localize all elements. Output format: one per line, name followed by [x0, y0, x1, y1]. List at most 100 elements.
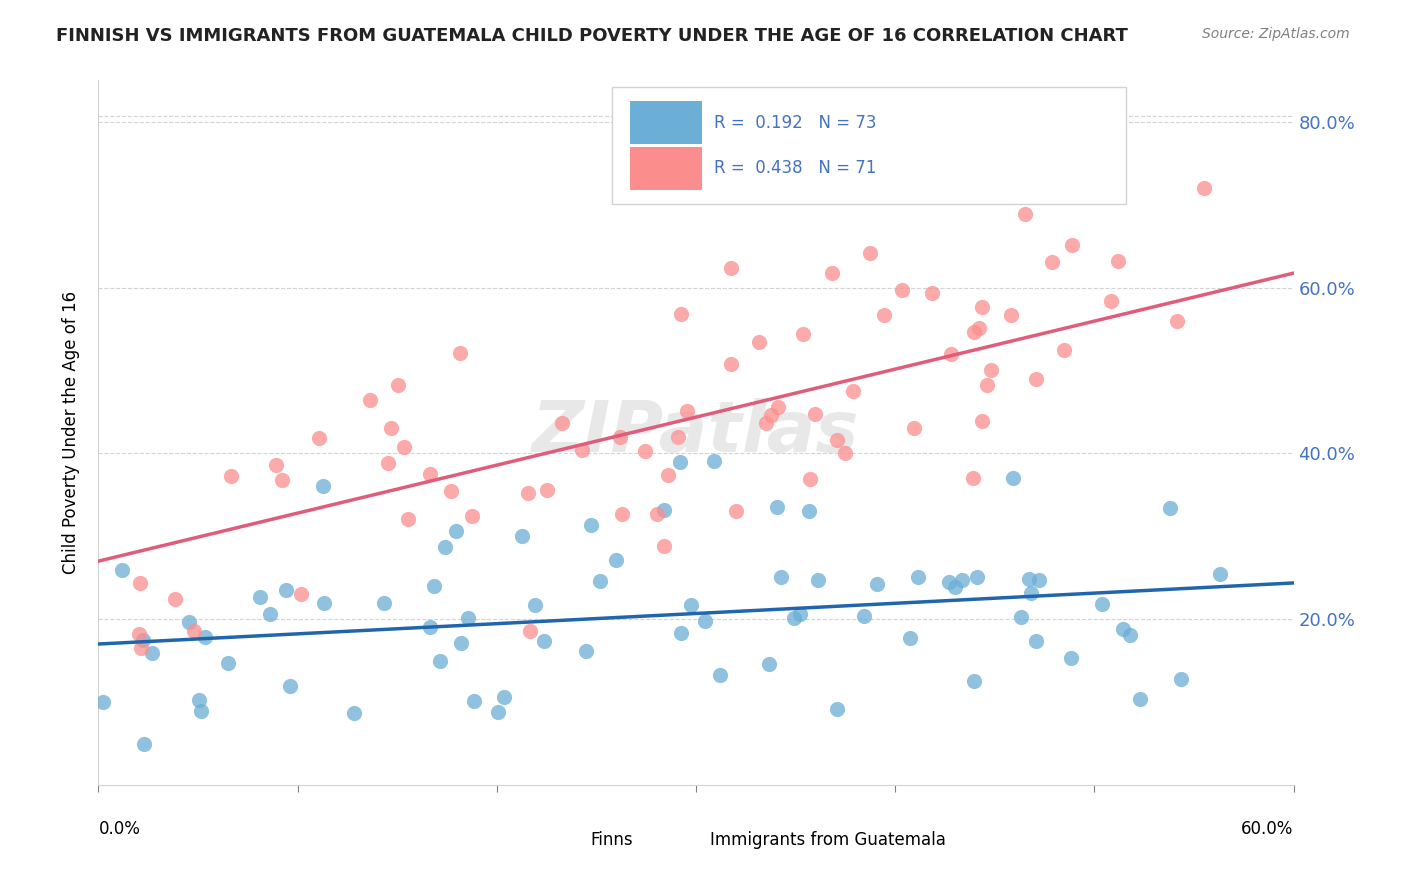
Point [821, 266, 844, 280]
Point [312, 479, 335, 493]
Point [1018, 572, 1040, 586]
Text: R =  0.438   N = 71: R = 0.438 N = 71 [714, 160, 876, 178]
Point [709, 667, 731, 681]
Point [1209, 566, 1232, 581]
Point [457, 611, 479, 625]
Point [1170, 672, 1192, 686]
Point [962, 471, 984, 485]
Text: 60.0%: 60.0% [1241, 821, 1294, 838]
Point [720, 261, 742, 276]
Point [891, 283, 914, 297]
Text: R =  0.192   N = 73: R = 0.192 N = 73 [714, 113, 876, 131]
Point [827, 433, 849, 447]
Point [429, 654, 451, 668]
Point [789, 607, 811, 621]
Point [807, 573, 830, 587]
Point [290, 587, 312, 601]
Point [492, 690, 515, 704]
Point [759, 408, 782, 422]
Y-axis label: Child Poverty Under the Age of 16: Child Poverty Under the Age of 16 [62, 291, 80, 574]
Point [387, 378, 409, 392]
Point [396, 511, 419, 525]
Point [748, 334, 770, 349]
Point [111, 563, 134, 577]
Point [1025, 633, 1047, 648]
Point [517, 485, 540, 500]
Point [589, 574, 612, 589]
Point [434, 540, 457, 554]
FancyBboxPatch shape [547, 827, 589, 852]
Point [579, 518, 602, 533]
Point [536, 483, 558, 497]
Point [903, 421, 925, 435]
Point [440, 484, 463, 499]
Point [264, 458, 287, 472]
Point [373, 596, 395, 610]
Point [1192, 181, 1215, 195]
Point [519, 624, 541, 638]
Point [551, 416, 574, 430]
Point [132, 633, 155, 648]
FancyBboxPatch shape [666, 827, 709, 852]
Point [799, 472, 821, 486]
Point [695, 615, 717, 629]
Point [1028, 573, 1050, 587]
Point [141, 646, 163, 660]
Point [865, 577, 887, 591]
Point [943, 580, 966, 594]
Point [980, 362, 1002, 376]
Point [898, 631, 921, 645]
Point [792, 326, 814, 341]
Point [128, 627, 150, 641]
Point [703, 453, 725, 467]
Point [679, 599, 702, 613]
Point [1166, 314, 1188, 328]
Point [419, 620, 441, 634]
Point [219, 468, 242, 483]
Point [950, 573, 973, 587]
Point [1091, 597, 1114, 611]
Point [605, 553, 627, 567]
Point [652, 539, 675, 553]
Text: 0.0%: 0.0% [98, 821, 141, 838]
Point [671, 306, 693, 320]
Point [423, 579, 446, 593]
Point [259, 607, 281, 622]
Point [804, 407, 827, 421]
Point [1099, 293, 1122, 308]
Point [799, 504, 821, 518]
Point [571, 443, 593, 458]
Point [1159, 500, 1181, 515]
Point [765, 500, 787, 514]
Point [825, 702, 848, 716]
Point [132, 737, 155, 751]
Point [963, 674, 986, 689]
Point [392, 441, 415, 455]
Text: Source: ZipAtlas.com: Source: ZipAtlas.com [1202, 27, 1350, 41]
Point [1112, 623, 1135, 637]
Point [217, 656, 239, 670]
Point [921, 285, 943, 300]
Point [177, 615, 200, 630]
Point [190, 704, 212, 718]
Point [1025, 372, 1047, 386]
Text: ZIPatlas: ZIPatlas [533, 398, 859, 467]
Point [419, 467, 441, 481]
Point [274, 583, 297, 598]
Point [1040, 255, 1063, 269]
Point [963, 326, 986, 340]
Text: Immigrants from Guatemala: Immigrants from Guatemala [710, 831, 946, 849]
Point [510, 529, 533, 543]
Point [834, 446, 856, 460]
Point [449, 346, 471, 360]
Point [769, 569, 792, 583]
Point [666, 430, 689, 444]
Point [249, 591, 271, 605]
Point [755, 416, 778, 430]
Point [970, 413, 993, 427]
Point [633, 443, 655, 458]
Text: Finns: Finns [591, 831, 634, 849]
Point [1060, 651, 1083, 665]
Point [873, 308, 896, 322]
Point [609, 430, 631, 444]
